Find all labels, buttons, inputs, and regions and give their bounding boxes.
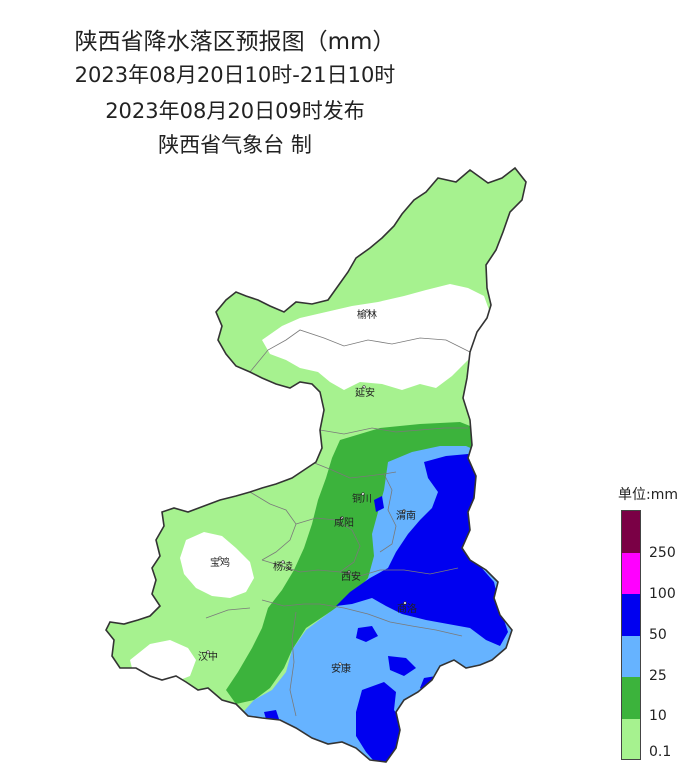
no-rain-area-southwest	[130, 640, 196, 684]
no-rain-area-north	[262, 284, 492, 390]
legend-label-0-1: 0.1	[649, 744, 672, 760]
legend-swatch-50	[622, 594, 640, 636]
map-title: 陕西省降水落区预报图（mm）	[74, 29, 396, 55]
city-label-yanan: 延安	[355, 386, 375, 399]
city-label-xian: 西安	[341, 570, 361, 583]
city-label-ankang: 安康	[331, 662, 351, 675]
city-label-shangluo: 商洛	[397, 602, 417, 615]
prefecture-boundaries	[205, 329, 471, 717]
legend-label-250: 250	[649, 545, 676, 561]
legend-swatch-10	[622, 677, 640, 719]
legend-label-10: 10	[649, 708, 667, 724]
city-label-hanzhong: 汉中	[198, 650, 218, 663]
legend-swatch-0-1	[622, 719, 640, 759]
legend-swatch-100	[622, 553, 640, 594]
issue-time: 2023年08月20日09时发布	[105, 99, 365, 123]
city-label-yangling: 杨凌	[273, 560, 293, 573]
legend-label-100: 100	[649, 586, 676, 602]
city-label-yulin: 榆林	[357, 308, 377, 321]
city-label-weinan: 渭南	[396, 509, 416, 522]
forecast-period: 2023年08月20日10时-21日10时	[74, 63, 396, 87]
legend-title: 单位:mm	[618, 487, 678, 503]
legend-label-25: 25	[649, 668, 667, 684]
rain-zone-blue-ankang	[356, 682, 406, 762]
legend-colorbar	[621, 510, 641, 760]
legend-swatch-25	[622, 636, 640, 677]
city-markers	[206, 309, 407, 666]
legend-label-50: 50	[649, 627, 667, 643]
city-label-baoji: 宝鸡	[210, 556, 230, 569]
rain-zone-blue-east	[336, 454, 508, 646]
legend-swatch-250	[622, 511, 640, 553]
rain-zone-blue-patch-2	[356, 626, 378, 642]
rain-zone-blue-patch-4	[374, 496, 384, 512]
city-label-tongchuan: 铜川	[352, 493, 372, 505]
no-rain-area-west	[180, 532, 254, 598]
producer: 陕西省气象台 制	[158, 133, 312, 157]
rain-zone-blue-patch-1	[388, 656, 416, 676]
city-label-xianyang: 咸阳	[334, 517, 354, 529]
